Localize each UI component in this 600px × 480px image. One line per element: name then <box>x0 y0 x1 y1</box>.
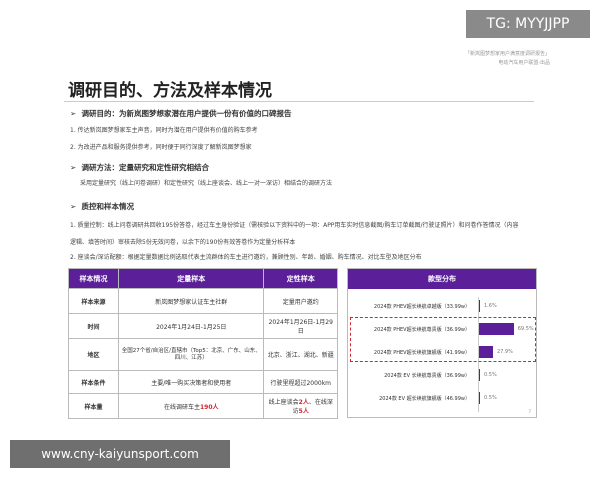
cell: 2024年1月26日-1月29日 <box>263 313 338 339</box>
chart-axis <box>478 297 479 412</box>
cell: 全国27个省/自治区/直辖市（Top5：北京、广东、山东、四川、江苏） <box>117 338 265 371</box>
category-label: 2024款 PHEV超长续航旗舰版（41.99w） <box>373 350 470 356</box>
data-label: 27.9% <box>496 349 513 355</box>
table-header: 定性样本 <box>263 268 338 289</box>
heading-text: 调研方法：定量研究和定性研究相结合 <box>81 163 210 172</box>
chart-row: 2024款 EV 超长续航旗舰版（46.99w） 0.5% <box>348 392 538 404</box>
cell: 行驶里程超过2000km <box>263 370 338 394</box>
divider <box>64 101 534 102</box>
chart-row: 2024款 PHEV超长续航旗舰版（41.99w） 27.9% <box>348 346 538 358</box>
bar <box>479 369 480 381</box>
cell: 定量用户邀约 <box>263 288 338 314</box>
table-row: 时间 2024年1月24日-1月25日 2024年1月26日-1月29日 <box>68 313 338 339</box>
heading-text: 质控和样本情况 <box>81 202 135 211</box>
chart-row: 2024款 PHEV超长续航卓越版（33.99w） 1.6% <box>348 300 538 312</box>
highlight-number: 190人 <box>199 403 219 411</box>
cell: 新岚图梦想家认证车主社群 <box>117 288 265 314</box>
cell: 地区 <box>68 338 119 371</box>
text: 、在线深访 <box>292 399 333 415</box>
quality-item: 1. 质量控制：线上问卷调研共回收195份答卷，经过车主身份验证（需核验以下资料… <box>70 222 519 246</box>
cell: 主要/唯一购买决策者和使用者 <box>117 370 265 394</box>
bar <box>479 300 480 312</box>
table-header: 定量样本 <box>117 268 265 289</box>
table-row: 样本条件 主要/唯一购买决策者和使用者 行驶里程超过2000km <box>68 370 338 394</box>
sample-table: 样本情况 定量样本 定性样本 样本来源 新岚图梦想家认证车主社群 定量用户邀约 时间 20… <box>68 268 338 419</box>
page-title: 调研目的、方法及样本情况 <box>68 81 272 101</box>
cell: 北京、浙江、湖北、新疆 <box>263 338 338 371</box>
model-distribution-chart: 款型分布 7 2024款 PHEV超长续航卓越版（33.99w） 1.6% 2024… <box>347 268 537 418</box>
chart-row: 2024款 EV 长续航尊贵版（36.99w） 0.5% <box>348 369 538 381</box>
cell: 线上座谈会2人、在线深访5人 <box>263 393 338 419</box>
text: 线上座谈会 <box>268 399 299 406</box>
highlight-number: 5人 <box>298 408 309 415</box>
category-label: 2024款 EV 长续航尊贵版（36.99w） <box>384 373 470 379</box>
report-name: 「新岚图梦想家用户满意度调研报告」 <box>464 51 550 57</box>
data-label: 69.5% <box>517 326 534 332</box>
page-number: 7 <box>528 409 531 414</box>
table-row: 样本来源 新岚图梦想家认证车主社群 定量用户邀约 <box>68 288 338 314</box>
cell: 时间 <box>68 313 119 339</box>
cell: 样本量 <box>68 393 119 419</box>
section-heading-quality: ➢ 质控和样本情况 <box>70 202 135 211</box>
text: 在线调研车主 <box>163 403 200 411</box>
table-row: 地区 全国27个省/自治区/直辖市（Top5：北京、广东、山东、四川、江苏） 北京、… <box>68 338 338 371</box>
data-label: 0.5% <box>484 395 497 401</box>
heading-text: 调研目的：为新岚图梦想家潜在用户提供一份有价值的口碑报告 <box>81 109 292 118</box>
watermark-top: TG: MYYJJPP <box>466 10 590 38</box>
table-row: 样本量 在线调研车主190人 线上座谈会2人、在线深访5人 <box>68 393 338 419</box>
method-item: 采用定量研究（线上问卷调研）和定性研究（线上座谈会、线上一对一深访）相结合的调研… <box>80 180 333 187</box>
section-heading-method: ➢ 调研方法：定量研究和定性研究相结合 <box>70 163 210 172</box>
table-header: 样本情况 <box>68 268 119 289</box>
bar <box>479 323 514 335</box>
data-label: 0.5% <box>484 372 497 378</box>
highlight-box <box>350 317 536 362</box>
bar <box>479 392 480 404</box>
section-heading-purpose: ➢ 调研目的：为新岚图梦想家潜在用户提供一份有价值的口碑报告 <box>70 109 292 118</box>
highlight-number: 2人 <box>298 399 309 406</box>
category-label: 2024款 PHEV超长续航尊贵版（36.99w） <box>373 327 470 333</box>
bar <box>479 346 493 358</box>
cell: 在线调研车主190人 <box>117 393 265 419</box>
chart-title: 款型分布 <box>348 269 536 289</box>
category-label: 2024款 PHEV超长续航卓越版（33.99w） <box>373 304 470 310</box>
purpose-item: 2. 为改进产品和服务提供参考，同时便于同行深度了解新岚图梦想家 <box>70 144 252 151</box>
chart-row: 2024款 PHEV超长续航尊贵版（36.99w） 69.5% <box>348 323 538 335</box>
data-label: 1.6% <box>484 303 497 309</box>
report-publisher: 电动汽车用户联盟·出品 <box>498 60 550 66</box>
purpose-item: 1. 传达新岚图梦想家车主声音，同时为潜在用户提供有价值的购车参考 <box>70 127 258 134</box>
report-header: 「新岚图梦想家用户满意度调研报告」电动汽车用户联盟·出品 <box>465 50 550 68</box>
quality-item: 2. 座谈会/深访配额：根据定量数据比例选取代表主流群体的车主进行邀约，兼顾性别… <box>70 254 422 261</box>
cell: 样本来源 <box>68 288 119 314</box>
cell: 2024年1月24日-1月25日 <box>117 313 265 339</box>
category-label: 2024款 EV 超长续航旗舰版（46.99w） <box>379 396 470 402</box>
watermark-bottom: www.cny-kaiyunsport.com <box>10 440 230 468</box>
cell: 样本条件 <box>68 370 119 394</box>
